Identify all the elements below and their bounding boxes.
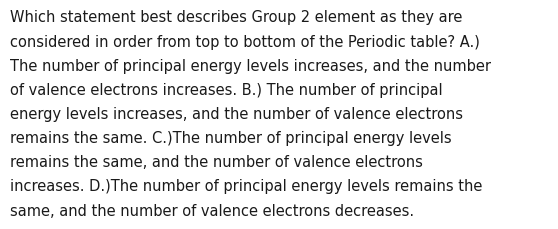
Text: remains the same. C.)The number of principal energy levels: remains the same. C.)The number of princ… xyxy=(10,131,451,145)
Text: The number of principal energy levels increases, and the number: The number of principal energy levels in… xyxy=(10,58,491,73)
Text: remains the same, and the number of valence electrons: remains the same, and the number of vale… xyxy=(10,155,423,169)
Text: of valence electrons increases. B.) The number of principal: of valence electrons increases. B.) The … xyxy=(10,82,442,97)
Text: considered in order from top to bottom of the Periodic table? A.): considered in order from top to bottom o… xyxy=(10,34,480,49)
Text: energy levels increases, and the number of valence electrons: energy levels increases, and the number … xyxy=(10,106,463,121)
Text: Which statement best describes Group 2 element as they are: Which statement best describes Group 2 e… xyxy=(10,10,463,25)
Text: increases. D.)The number of principal energy levels remains the: increases. D.)The number of principal en… xyxy=(10,179,483,194)
Text: same, and the number of valence electrons decreases.: same, and the number of valence electron… xyxy=(10,203,414,218)
